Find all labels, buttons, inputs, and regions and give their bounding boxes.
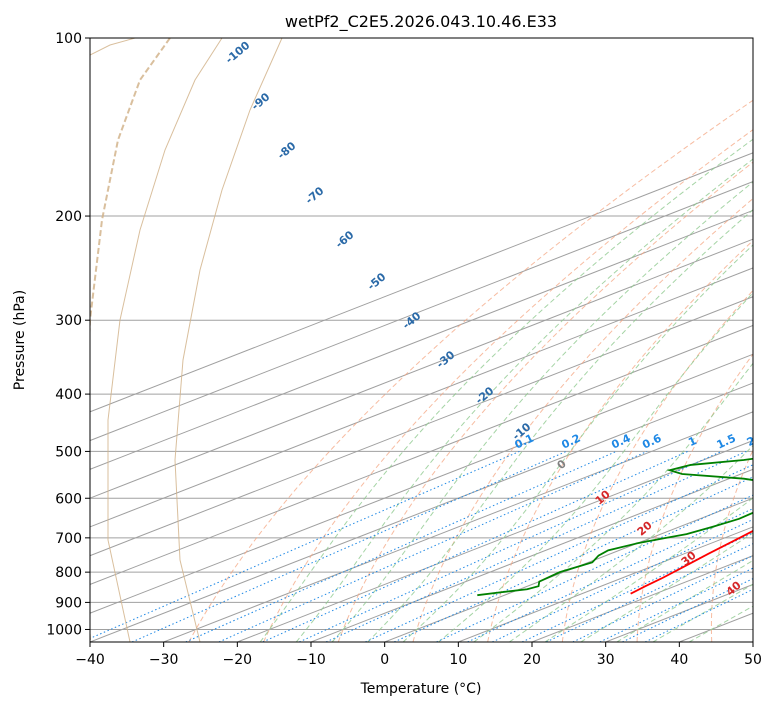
dry-adiabat-line <box>412 197 753 642</box>
mixing-ratio-line <box>436 494 753 642</box>
isotherm-lines <box>90 152 753 642</box>
y-tick-label: 1000 <box>46 622 82 638</box>
dry-adiabat-line <box>561 289 753 642</box>
mixing-ratio-line <box>644 588 753 642</box>
isotherm-line <box>90 238 753 499</box>
isotherm-line <box>458 526 753 642</box>
y-tick-label: 400 <box>55 387 82 403</box>
isotherm-line <box>90 382 753 642</box>
mixing-ratio-line <box>572 555 753 642</box>
isotherm-line <box>163 411 753 642</box>
isotherm-line <box>384 497 753 642</box>
dry-adiabat-line <box>337 161 753 642</box>
y-tick-label: 700 <box>55 531 82 547</box>
mixing-ratio-line <box>90 450 520 639</box>
y-tick-label: 900 <box>55 595 82 611</box>
dry-adiabat-line <box>263 129 753 642</box>
isotherm-line <box>90 181 753 442</box>
x-tick-label: 40 <box>670 652 688 668</box>
isotherm-line <box>90 267 753 528</box>
y-tick-label: 100 <box>55 31 82 47</box>
y-tick-label: 300 <box>55 313 82 329</box>
x-tick-label: 0 <box>380 652 389 668</box>
profile-series <box>477 457 753 597</box>
isobar-lines <box>90 38 753 630</box>
mixing-ratio-lines <box>90 450 753 642</box>
y-tick-label: 500 <box>55 444 82 460</box>
isotherm-line <box>90 209 753 470</box>
y-tick-label: 800 <box>55 565 82 581</box>
mixing-ratio-line <box>393 476 753 642</box>
mixing-ratio-line <box>365 464 753 642</box>
y-axis-label: Pressure (hPa) <box>12 290 28 390</box>
isotherm-line <box>90 152 753 413</box>
x-axis-label: Temperature (°C) <box>360 681 482 697</box>
moist-adiabat-line <box>509 444 753 642</box>
brown-reference-curve <box>107 38 223 642</box>
mixing-ratio-line <box>218 450 648 642</box>
mixing-ratio-line <box>185 450 617 642</box>
moist-adiabat-line <box>295 158 753 642</box>
moist-adiabat-line <box>652 583 753 642</box>
chart-title: wetPf2_C2E5.2026.043.10.46.E33 <box>285 12 557 32</box>
x-axis-ticks: −40 −30 −20 −10 0 10 20 30 40 50 <box>75 642 762 668</box>
moist-adiabat-lines <box>259 138 753 642</box>
isotherm-line <box>90 324 753 585</box>
brown-reference-curves <box>90 38 283 642</box>
x-tick-label: 10 <box>449 652 467 668</box>
y-tick-label: 600 <box>55 491 82 507</box>
isotherm-line <box>237 440 753 642</box>
x-tick-label: 30 <box>597 652 615 668</box>
moist-adiabat-line <box>438 292 753 642</box>
dry-adiabat-line <box>487 239 753 642</box>
mixing-ratio-line <box>325 450 747 642</box>
dewpoint-line <box>477 457 753 597</box>
isotherm-line <box>310 468 753 642</box>
moist-adiabat-line <box>544 497 753 642</box>
mixing-ratio-label: 2 <box>745 434 757 449</box>
mixing-ratio-line <box>262 450 688 642</box>
dry-adiabat-lines <box>188 99 753 642</box>
moist-adiabat-line <box>367 209 753 642</box>
plot-frame <box>89 37 754 643</box>
y-tick-label: 200 <box>55 209 82 225</box>
moist-adiabat-line <box>402 244 753 642</box>
moist-adiabat-line <box>331 181 753 642</box>
x-tick-label: 20 <box>523 652 541 668</box>
x-tick-label: −20 <box>223 652 253 668</box>
brown-reference-curve <box>174 38 283 642</box>
mixing-ratio-line <box>299 450 722 642</box>
mixing-ratio-line <box>546 543 753 642</box>
x-tick-label: −40 <box>75 652 105 668</box>
x-tick-label: −10 <box>296 652 326 668</box>
isotherm-line <box>90 353 753 614</box>
y-axis-ticks: 1000 900 800 700 600 500 400 300 200 100 <box>46 31 90 638</box>
dry-adiabat-line <box>188 99 753 642</box>
moist-adiabat-line <box>473 362 753 642</box>
x-tick-label: 50 <box>744 652 762 668</box>
x-tick-label: −30 <box>149 652 179 668</box>
isotherm-line <box>90 296 753 557</box>
brown-reference-curve <box>90 38 136 56</box>
moist-adiabat-line <box>259 138 753 642</box>
